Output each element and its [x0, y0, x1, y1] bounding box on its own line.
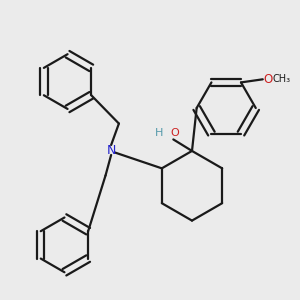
Text: CH₃: CH₃ — [272, 74, 290, 84]
Text: N: N — [106, 143, 116, 157]
Text: O: O — [263, 73, 272, 86]
Text: O: O — [170, 128, 179, 138]
Text: H: H — [155, 128, 163, 138]
